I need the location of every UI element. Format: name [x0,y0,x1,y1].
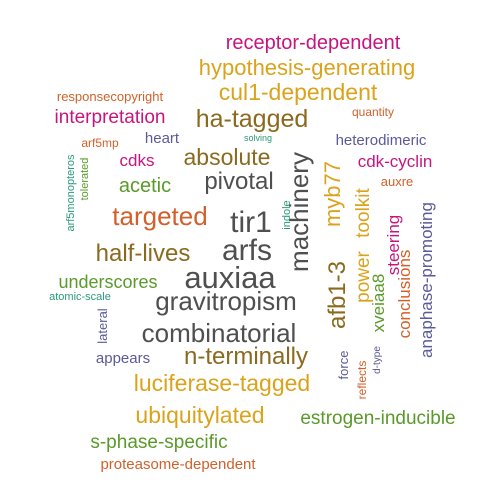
word: toolkit [353,187,374,237]
word: anaphase-promoting [417,202,436,358]
word: arfs [222,234,272,267]
word: arf5mp [81,136,119,150]
word: half-lives [96,240,191,267]
word: atomic-scale [49,291,111,303]
word: cdks [120,151,155,170]
word: ubiquitylated [135,402,264,428]
word: targeted [112,201,207,231]
word: myb77 [320,161,345,227]
word: quantity [352,105,394,119]
word: receptor-dependent [226,32,401,54]
word: conclusions [395,250,414,339]
word: combinatorial [142,318,297,348]
word: appears [96,350,150,367]
word: hypothesis-generating [199,55,415,80]
word: s-phase-specific [90,432,227,453]
word: arf5monopteros [65,154,77,232]
word: steering [384,215,403,275]
word: acetic [119,175,171,197]
word: estrogen-inducible [300,408,455,429]
word: afb1-3 [324,261,351,329]
word: pivotal [204,168,273,195]
word: xveiaa8 [369,274,388,333]
word: cul1-dependent [219,79,378,105]
word: proteasome-dependent [100,456,256,473]
word: gravitropism [155,286,297,316]
word: ha-tagged [196,105,309,133]
word: interpretation [55,107,166,128]
word: power [353,250,374,302]
word: luciferase-tagged [134,370,310,396]
word: heart [145,130,180,147]
word: tolerated [79,158,91,201]
word: reflects [355,361,369,400]
word: underscores [58,272,157,292]
word: auxiaa [184,260,276,295]
word: machinery [284,152,314,272]
word: n-terminally [184,343,308,370]
word: solving [244,133,272,143]
word: tir1 [230,206,272,239]
word: auxre [381,174,414,189]
word: cdk-cyclin [358,152,433,171]
word: lateral [95,308,110,344]
word: responsecopyright [57,89,164,104]
word: force [336,351,351,380]
word: heterodimeric [336,132,427,149]
word: absolute [184,144,271,170]
word: indole [281,200,293,229]
word: d-type [372,346,383,374]
